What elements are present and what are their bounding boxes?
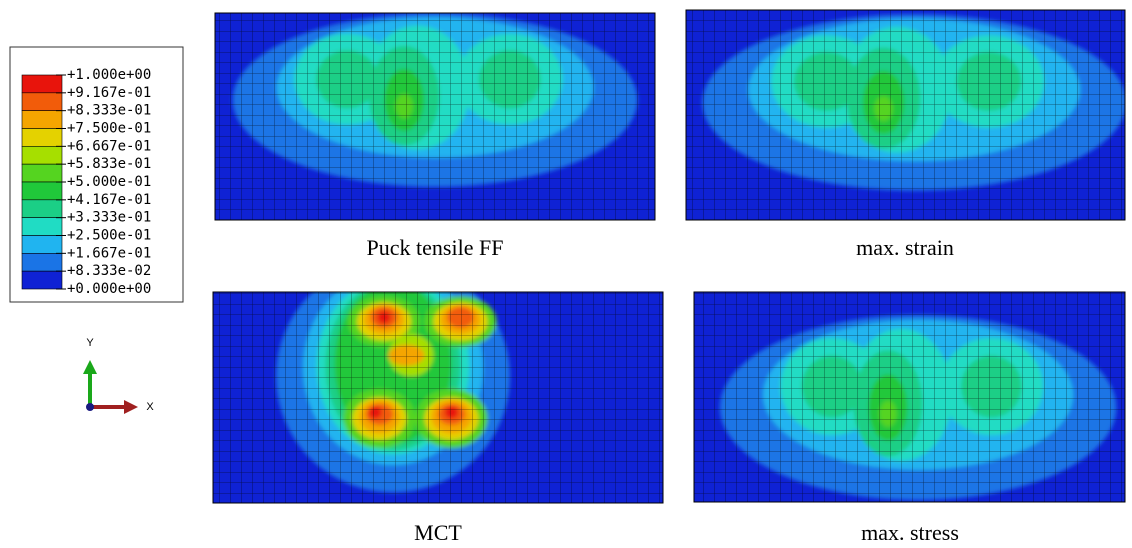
origin [86,403,94,411]
legend-swatch [21,199,63,218]
legend-swatch [21,128,63,147]
contour-panel: max. stress [693,291,1126,545]
legend-label: +9.167e-01 [67,85,151,101]
legend-swatch [21,163,63,183]
legend-label: +7.500e-01 [67,121,151,137]
legend-swatch [21,74,63,94]
panel-caption: max. stress [861,520,959,545]
legend: +1.000e+00 +9.167e-01 +8.333e-01 +7.500e-01… [21,67,151,297]
panel-border [212,291,664,504]
contour-panel: MCT [212,291,664,545]
mesh [686,10,1125,220]
legend-label: +5.833e-01 [67,156,151,172]
legend-swatch [21,146,63,165]
legend-swatch [21,253,63,272]
y-arrow-head [83,360,97,374]
legend-swatch [21,181,63,201]
panel-border [693,291,1126,503]
legend-swatch [21,235,63,254]
y-axis-label: Y [86,337,94,349]
legend-label: +3.333e-01 [67,210,151,226]
panels: Puck tensile FF max. strain MCT max. stress [212,9,1126,545]
contour-field [215,13,655,220]
panel-border [685,9,1126,221]
legend-label: +0.000e+00 [67,281,151,297]
legend-swatch [21,217,63,236]
legend-label: +8.333e-01 [67,103,151,119]
legend-label: +6.667e-01 [67,138,151,154]
contour-field [694,292,1125,502]
x-axis-label: X [146,401,154,413]
legend-swatch [21,92,63,111]
mesh [213,292,663,503]
contour-panel: Puck tensile FF [214,12,656,260]
x-arrow-head [124,400,138,414]
panel-caption: max. strain [856,235,954,260]
axis-triad: Y X [83,337,154,414]
legend-label: +1.000e+00 [67,67,151,83]
legend-swatch [21,110,63,129]
panel-caption: Puck tensile FF [367,235,504,260]
legend-label: +5.000e-01 [67,174,151,190]
legend-label: +4.167e-01 [67,192,151,208]
mesh [215,13,655,220]
legend-label: +8.333e-02 [67,263,151,279]
contour-panel: max. strain [685,9,1126,260]
contour-field [213,292,663,503]
legend-label: +2.500e-01 [67,228,151,244]
legend-label: +1.667e-01 [67,245,151,261]
panel-caption: MCT [414,520,462,545]
contour-field [686,10,1125,220]
panel-border [214,12,656,221]
legend-swatch [21,270,63,290]
mesh [694,292,1125,502]
